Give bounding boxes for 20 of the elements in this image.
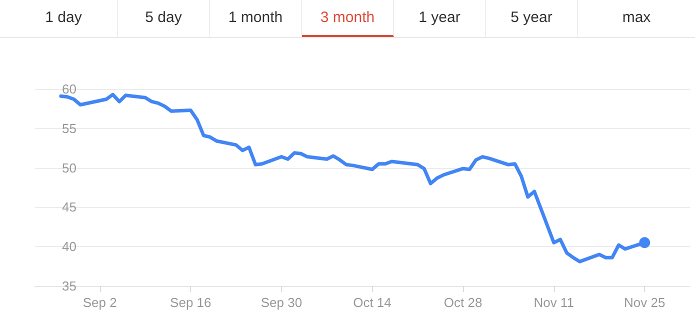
text: max [621,8,652,28]
y-tick-label: 55 [62,120,76,136]
y-tick-label: 45 [62,200,76,215]
y-tick-label: 60 [62,82,76,96]
x-tick-label: Sep 30 [260,295,302,310]
x-tick-label: Nov 11 [534,295,574,310]
text: 1 day [0,0,118,37]
text: 3 month [302,0,394,37]
x-tick-label: Oct 14 [353,295,392,310]
text: 5 year [486,0,578,37]
x-tick-label: Sep 2 [82,295,117,310]
x-tick-label: Sep 16 [170,295,212,310]
text: 1 month [210,0,302,37]
y-tick-label: 40 [62,239,76,254]
x-tick-label: Nov 25 [624,295,666,310]
text: 1 year [394,0,486,37]
y-tick-label: 35 [62,278,76,294]
text: 5 day [118,0,210,37]
x-tick-label: Oct 28 [444,295,482,310]
y-tick-label: 50 [62,160,76,176]
